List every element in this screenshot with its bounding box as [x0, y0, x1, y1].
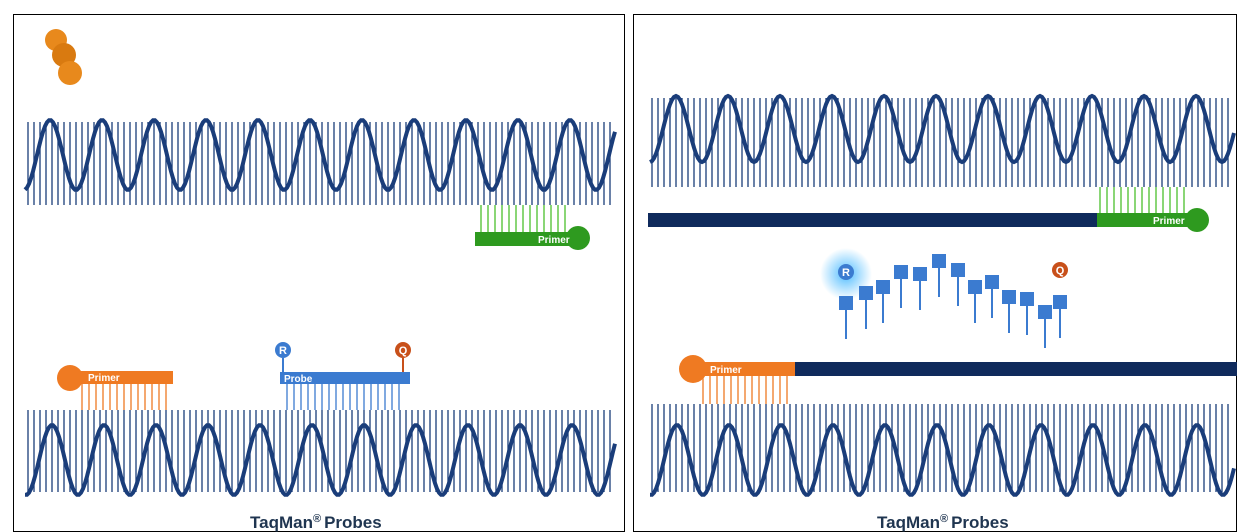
fragment — [1002, 290, 1016, 304]
fragment — [1038, 305, 1052, 319]
fragment — [932, 254, 946, 268]
fragment — [1053, 295, 1067, 309]
fragment — [894, 265, 908, 279]
primer-label: Primer — [710, 365, 742, 376]
probe-label: Probe — [284, 374, 313, 385]
quencher-label: Q — [1056, 265, 1065, 277]
reporter-label: R — [842, 267, 850, 279]
primer-label: Primer — [538, 235, 570, 246]
quencher-label: Q — [399, 345, 408, 357]
diagram: Primer Primer R Q Probe TaqMan®Probes Pr… — [0, 0, 1237, 532]
fragment — [1020, 292, 1034, 306]
primer-label: Primer — [88, 373, 120, 384]
fragment — [985, 275, 999, 289]
fragment — [876, 280, 890, 294]
fragment — [913, 267, 927, 281]
fragment — [968, 280, 982, 294]
fragment — [839, 296, 853, 310]
primer-label: Primer — [1153, 216, 1185, 227]
fragment — [859, 286, 873, 300]
fragment — [951, 263, 965, 277]
reporter-label: R — [279, 345, 287, 357]
